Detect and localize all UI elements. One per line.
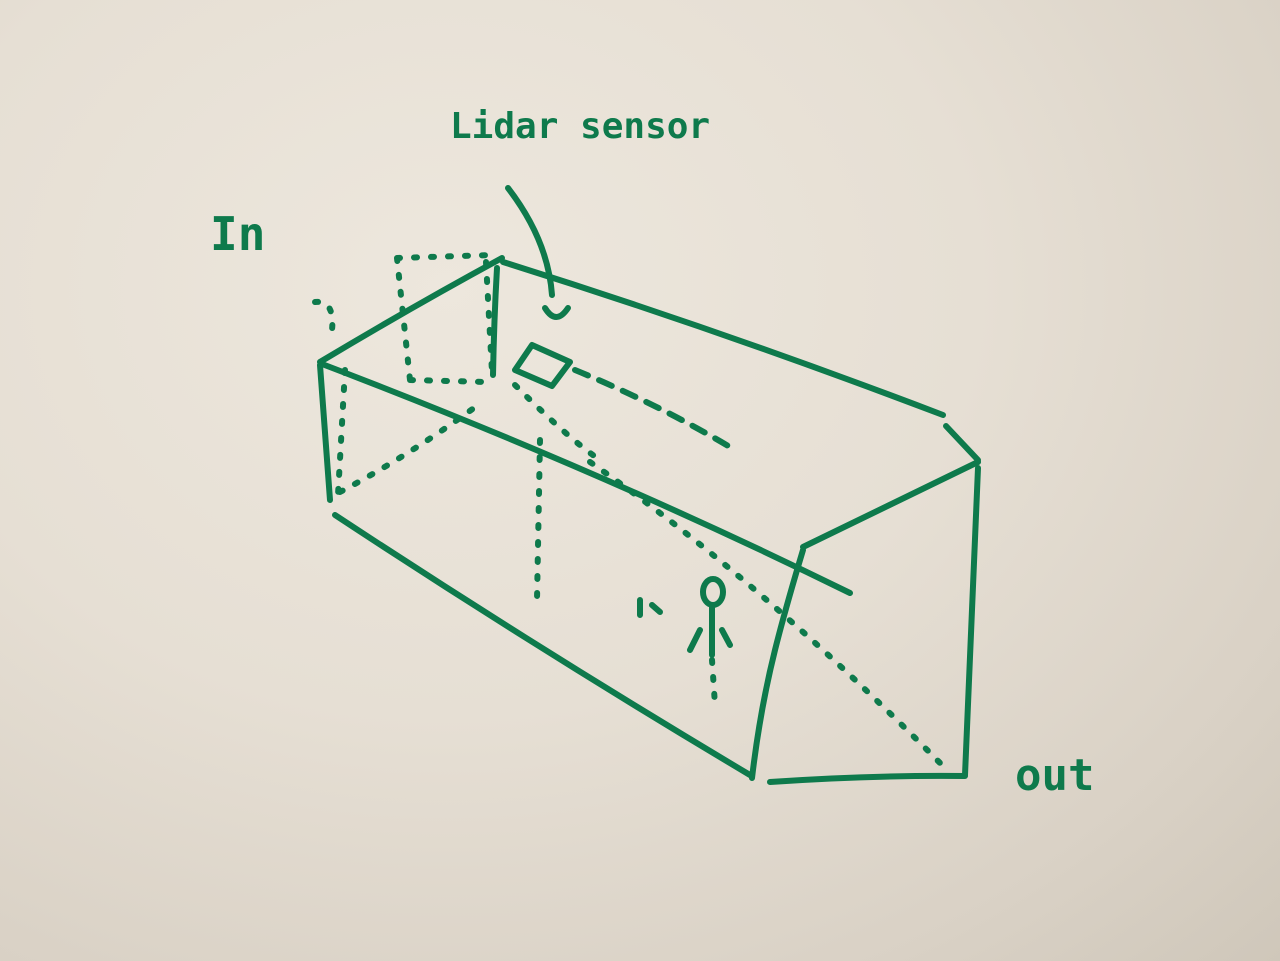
- entry-label: In: [210, 207, 265, 261]
- sensor-pointer-arrow: [505, 185, 571, 320]
- labels: Lidar sensor In out: [210, 106, 1094, 801]
- exit-label: out: [1015, 750, 1094, 801]
- stick-figure-icon: [637, 576, 733, 708]
- sensor-label: Lidar sensor: [450, 106, 710, 147]
- hidden-edges: [312, 252, 948, 771]
- lidar-sensor-icon: [512, 342, 738, 453]
- tunnel-box: [317, 255, 981, 785]
